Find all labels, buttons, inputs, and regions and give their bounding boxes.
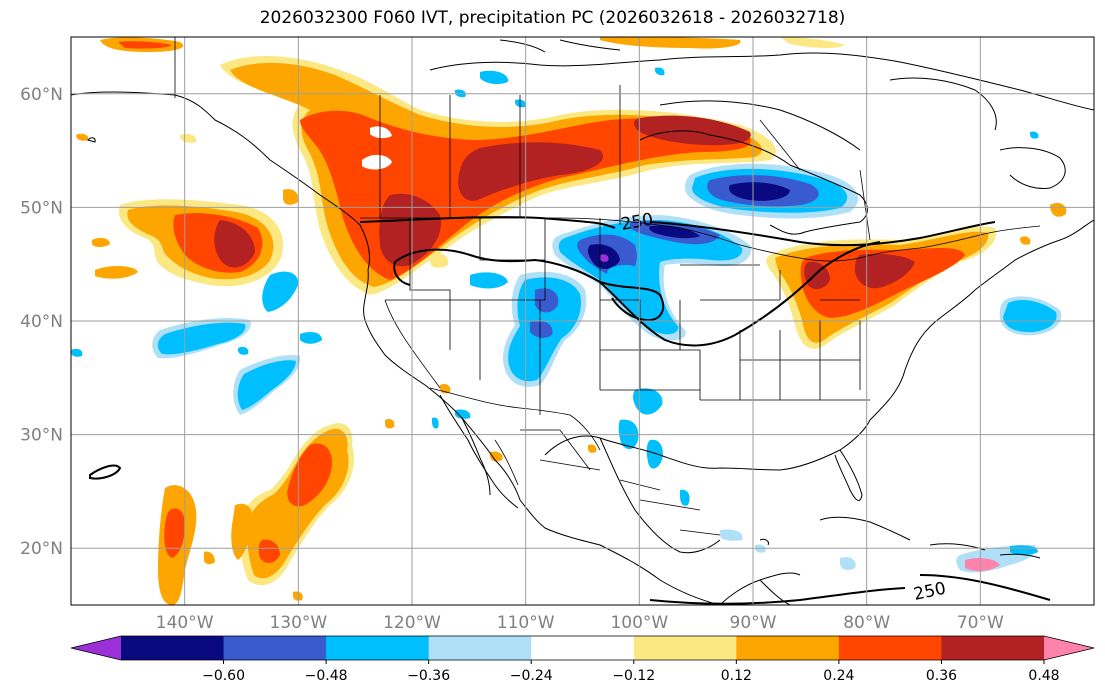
lon-tick-label: 130°W [269,613,327,633]
colorbar-tick-label: −0.60 [202,668,245,684]
colorbar-tick-label: 0.48 [1028,668,1059,684]
map-title: 2026032300 F060 IVT, precipitation PC (2… [259,8,846,28]
lon-tick-label: 70°W [957,613,1004,633]
colorbar-ticks: −0.60 −0.48 −0.36 −0.24 −0.12 0.12 0.24 0.36 0.4… [202,660,1060,684]
colorbar-segment [941,636,1045,660]
colorbar [70,635,1095,661]
colorbar-tick-label: 0.24 [823,668,854,684]
lat-tick-label: 30°N [20,426,63,446]
colorbar-tick-label: −0.12 [612,668,655,684]
colorbar-segment [633,636,737,660]
colorbar-tick-label: −0.36 [407,668,450,684]
colorbar-segment [121,636,225,660]
lon-tick-label: 110°W [497,613,555,633]
positive-anomaly-fills [76,37,1067,605]
lat-tick-label: 50°N [20,198,63,218]
lon-tick-label: 90°W [730,613,777,633]
lat-tick-label: 20°N [20,539,63,559]
colorbar-segment [223,636,327,660]
ivt-contour-northwest [359,216,996,247]
colorbar-tick-label: 0.36 [926,668,957,684]
latitude-labels: 20°N 30°N 40°N 50°N 60°N [20,85,63,559]
lon-tick-label: 80°W [843,613,890,633]
colorbar-extend-low [71,636,121,660]
colorbar-segment [428,636,532,660]
coastlines [71,39,1094,605]
lon-tick-label: 100°W [610,613,668,633]
colorbar-tick-label: 0.12 [721,668,752,684]
longitude-labels: 140°W 130°W 120°W 110°W 100°W 90°W 80°W 70°W [156,613,1004,633]
colorbar-segment [736,636,840,660]
colorbar-extend-high [1044,636,1094,660]
lon-tick-label: 140°W [156,613,214,633]
lat-tick-label: 60°N [20,85,63,105]
lat-tick-label: 40°N [20,312,63,332]
gridlines [71,37,1094,605]
ivt-contours [89,216,1051,605]
colorbar-segment [531,636,635,660]
political-borders [174,37,1041,536]
colorbar-tick-label: −0.48 [305,668,348,684]
ivt-contour-loop [394,248,665,322]
colorbar-segment [838,636,942,660]
negative-anomaly-fills [71,67,1062,573]
colorbar-segment [326,636,430,660]
colorbar-tick-label: −0.24 [510,668,553,684]
colorbar-outline [70,635,1095,661]
lon-tick-label: 120°W [383,613,441,633]
map-frame [70,36,1095,606]
